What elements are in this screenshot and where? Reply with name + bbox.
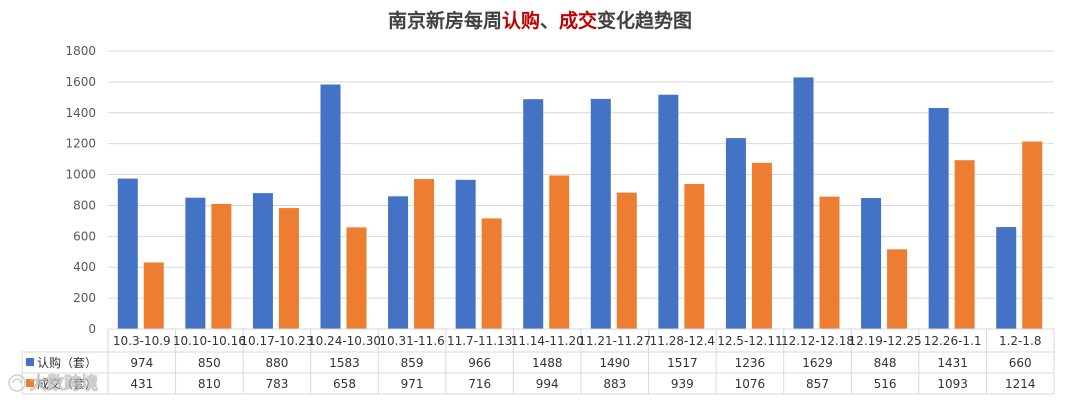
category-label: 12.5-12.11	[717, 334, 782, 348]
bar-subscription	[320, 84, 341, 330]
bar-subscription	[185, 197, 206, 329]
bar-subscription	[455, 179, 476, 329]
table-cell-value: 883	[603, 377, 626, 391]
category-label: 10.31-11.6	[379, 334, 444, 348]
gridlines	[108, 50, 1054, 330]
table-cell-value: 994	[536, 377, 559, 391]
category-label: 12.26-1.1	[924, 334, 982, 348]
table-cell-value: 939	[671, 377, 694, 391]
y-tick-label: 600	[73, 229, 96, 243]
bar-transaction	[616, 192, 637, 329]
table-cell-value: 1076	[735, 377, 766, 391]
title-part: 认购	[502, 9, 540, 32]
category-label: 11.21-11.27	[578, 334, 651, 348]
table-cell-value: 974	[130, 356, 153, 370]
bars	[117, 77, 1043, 330]
bar-subscription	[793, 77, 814, 329]
legend-key	[26, 379, 34, 387]
bar-subscription	[996, 227, 1017, 329]
table-cell-value: 810	[198, 377, 221, 391]
category-label: 12.12-12.18	[781, 334, 854, 348]
table-cell-value: 783	[265, 377, 288, 391]
table-cell-value: 658	[333, 377, 356, 391]
bar-transaction	[346, 227, 367, 329]
table-cell-value: 857	[806, 377, 829, 391]
bar-transaction	[819, 196, 840, 329]
title-part: 变化趋势图	[597, 9, 692, 32]
bar-transaction	[481, 218, 502, 329]
table-cell-value: 1093	[937, 377, 968, 391]
watermark-text: 大数跨境	[30, 373, 98, 394]
table-cell-value: 431	[130, 377, 153, 391]
y-tick-label: 0	[88, 322, 96, 336]
watermark: 大数跨境	[8, 373, 98, 394]
bar-subscription	[658, 94, 679, 329]
y-tick-label: 400	[73, 260, 96, 274]
y-tick-label: 1400	[65, 106, 96, 120]
bar-transaction	[751, 162, 772, 329]
table-cell-value: 1490	[600, 356, 631, 370]
table-cell-value: 716	[468, 377, 491, 391]
legend-key	[26, 358, 34, 366]
table-cell-value: 516	[874, 377, 897, 391]
title-part: 、	[540, 10, 559, 32]
y-tick-label: 1200	[65, 137, 96, 151]
table-cell-value: 660	[1009, 356, 1032, 370]
category-label: 12.19-12.25	[849, 334, 922, 348]
table-cell-value: 1236	[735, 356, 766, 370]
table-cell-value: 1214	[1005, 377, 1036, 391]
table-cell-value: 966	[468, 356, 491, 370]
category-label: 11.28-12.4	[650, 334, 715, 348]
bar-subscription	[523, 99, 544, 329]
bar-subscription	[861, 198, 882, 329]
table-cell-value: 1431	[937, 356, 968, 370]
bar-transaction	[143, 262, 164, 329]
bar-transaction	[211, 203, 232, 329]
table-cell-value: 880	[265, 356, 288, 370]
y-tick-label: 200	[73, 291, 96, 305]
bar-transaction	[684, 183, 705, 329]
bar-subscription	[928, 107, 949, 330]
table-cell-value: 971	[401, 377, 424, 391]
category-label: 10.17-10.23	[240, 334, 313, 348]
chart-title: 南京新房每周认购、成交变化趋势图	[388, 9, 692, 32]
bar-subscription	[388, 196, 409, 329]
bar-subscription	[590, 98, 611, 329]
table-cell-value: 859	[401, 356, 424, 370]
table-cell-value: 1517	[667, 356, 698, 370]
legend-label: 认购（套）	[37, 355, 97, 370]
title-part: 成交	[559, 9, 597, 32]
y-tick-label: 800	[73, 198, 96, 212]
table-cell-value: 848	[874, 356, 897, 370]
bar-transaction	[1022, 141, 1043, 329]
bar-transaction	[414, 179, 435, 329]
legend-label: 成交（套）	[37, 376, 97, 391]
category-label: 11.7-11.13	[447, 334, 512, 348]
bar-transaction	[549, 175, 570, 329]
category-label: 10.24-10.30	[308, 334, 381, 348]
table-cell-value: 1488	[532, 356, 563, 370]
title-part: 南京新房每周	[388, 9, 502, 32]
y-tick-label: 1600	[65, 75, 96, 89]
category-label: 10.3-10.9	[113, 334, 171, 348]
bar-subscription	[252, 193, 273, 329]
bar-subscription	[117, 178, 138, 329]
bar-transaction	[278, 208, 299, 329]
bar-transaction	[954, 160, 975, 329]
y-axis-ticks: 0 200 400 600 800 1000 1200 1400 1600 1800	[65, 44, 96, 336]
table-cell-value: 1583	[329, 356, 360, 370]
table-cell-value: 850	[198, 356, 221, 370]
data-table: 10.3-10.9 10.10-10.1610.17-10.2310.24-10.…	[21, 328, 1055, 395]
bar-subscription	[725, 138, 746, 329]
category-label: 11.14-11.20	[511, 334, 584, 348]
y-tick-label: 1800	[65, 44, 96, 58]
category-label: 1.2-1.8	[999, 334, 1042, 348]
category-label: 10.10-10.16	[173, 334, 246, 348]
bar-transaction	[887, 249, 908, 329]
y-tick-label: 1000	[65, 168, 96, 182]
table-cell-value: 1629	[802, 356, 833, 370]
